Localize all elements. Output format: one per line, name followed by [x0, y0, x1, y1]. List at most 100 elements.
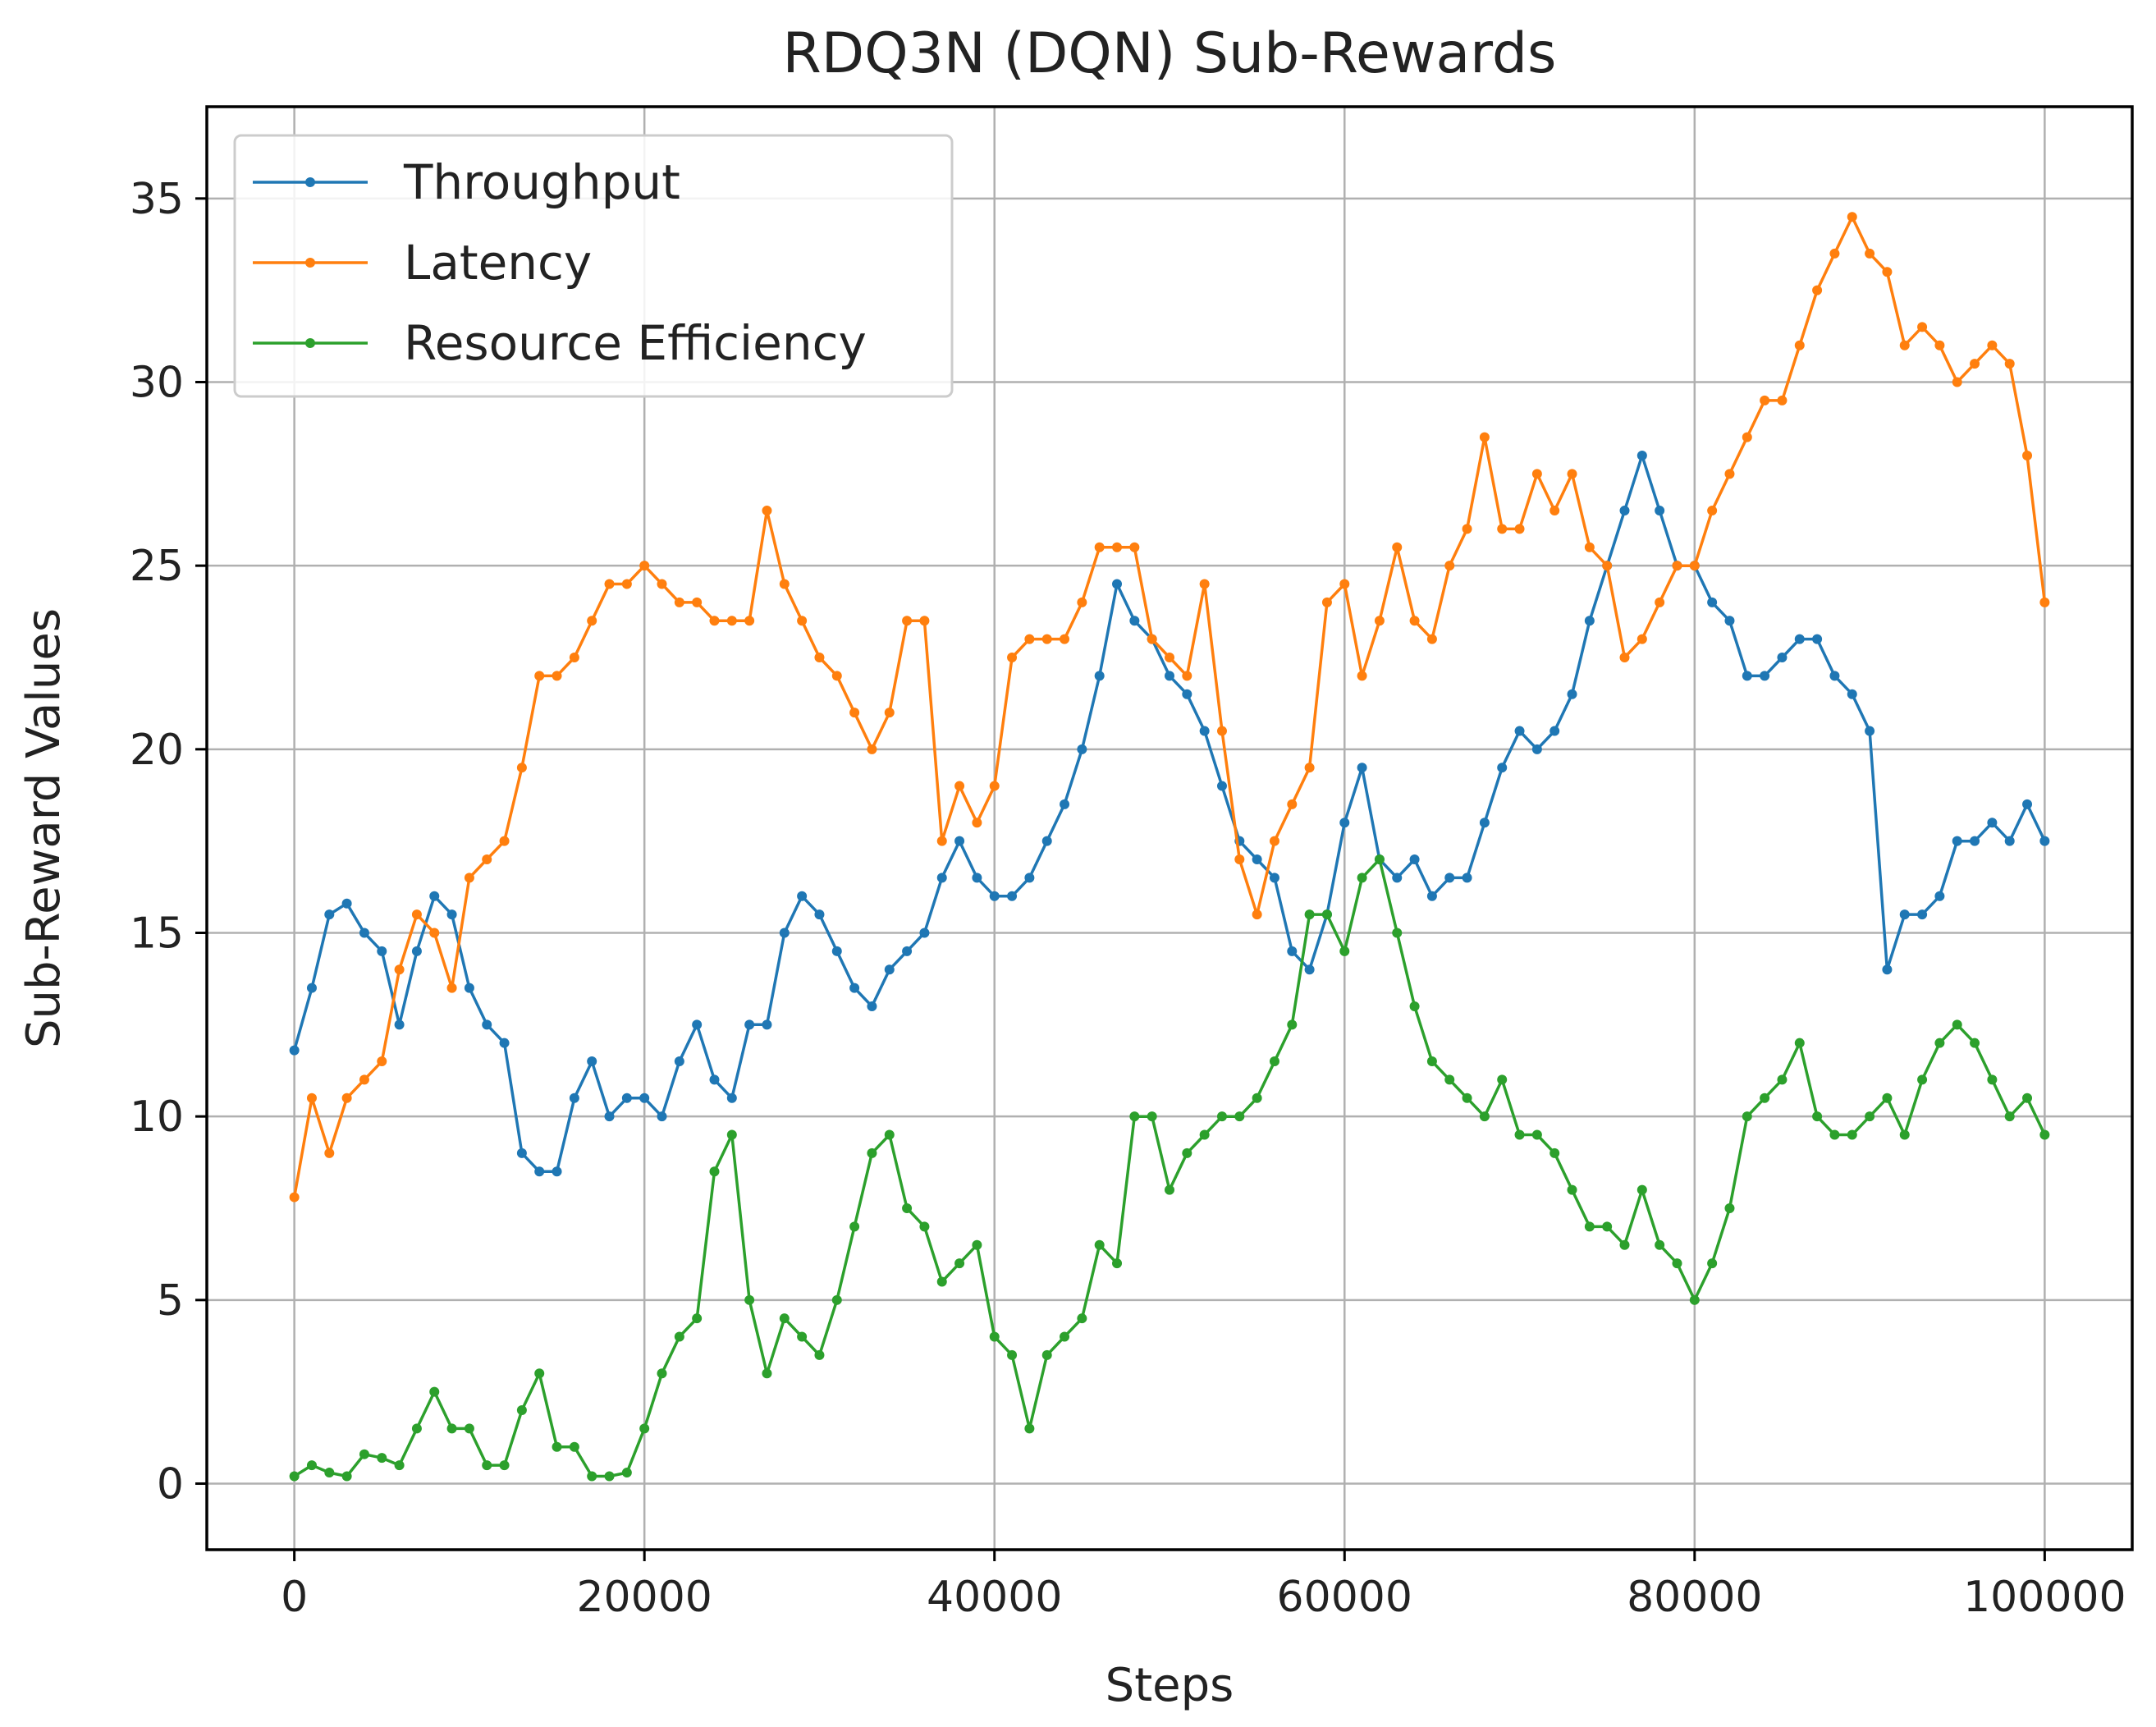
- data-point: [1899, 909, 1910, 920]
- data-point: [1636, 634, 1647, 644]
- data-point: [1479, 818, 1490, 828]
- data-point: [1829, 671, 1840, 681]
- data-point: [1760, 395, 1770, 405]
- legend-item: Throughput: [253, 154, 680, 210]
- legend-swatch-marker: [305, 177, 315, 187]
- data-point: [1865, 248, 1875, 259]
- data-point: [1742, 1111, 1752, 1122]
- data-point: [377, 946, 387, 956]
- data-point: [377, 1453, 387, 1464]
- data-point: [429, 928, 440, 938]
- data-point: [1392, 542, 1403, 552]
- data-point: [1636, 1184, 1647, 1195]
- data-point: [394, 1019, 405, 1030]
- data-point: [1007, 1349, 1018, 1360]
- data-point: [534, 1166, 545, 1177]
- data-point: [1304, 964, 1315, 975]
- data-point: [1165, 1184, 1174, 1195]
- data-point: [499, 836, 510, 846]
- data-point: [972, 873, 982, 883]
- x-tick-label: 100000: [1963, 1573, 2126, 1622]
- y-tick-label: 35: [130, 175, 184, 224]
- data-point: [989, 891, 1000, 901]
- data-point: [306, 1460, 317, 1471]
- data-point: [1182, 671, 1192, 681]
- data-point: [1392, 928, 1403, 938]
- data-point: [884, 708, 895, 718]
- data-point: [1777, 1074, 1788, 1085]
- data-point: [1357, 671, 1367, 681]
- data-point: [1287, 1019, 1298, 1030]
- data-point: [621, 1468, 632, 1478]
- data-point: [1129, 542, 1140, 552]
- data-point: [1112, 542, 1123, 552]
- data-point: [289, 1471, 300, 1482]
- data-point: [1426, 891, 1437, 901]
- data-point: [1409, 1001, 1420, 1011]
- data-point: [1269, 873, 1279, 883]
- y-tick-label: 30: [130, 358, 184, 407]
- data-point: [744, 616, 755, 626]
- data-point: [1812, 634, 1823, 644]
- legend: Throughput Latency Resource Efficiency: [233, 134, 954, 398]
- data-point: [1234, 1111, 1245, 1122]
- data-point: [1602, 561, 1613, 571]
- data-point: [902, 1202, 913, 1213]
- data-point: [289, 1045, 300, 1056]
- data-point: [1934, 340, 1945, 350]
- x-tick-label: 0: [281, 1573, 308, 1622]
- series-latency: [289, 212, 2050, 1202]
- data-point: [849, 708, 860, 718]
- legend-box: [233, 134, 954, 398]
- data-point: [1584, 542, 1595, 552]
- data-point: [1287, 799, 1298, 809]
- data-point: [1426, 1056, 1437, 1067]
- data-point: [1199, 579, 1210, 589]
- data-point: [1952, 1019, 1962, 1030]
- data-point: [692, 597, 703, 607]
- data-point: [446, 909, 457, 920]
- data-point: [1339, 818, 1350, 828]
- data-point: [1655, 597, 1665, 607]
- data-point: [587, 1056, 597, 1067]
- legend-item: Latency: [253, 235, 592, 291]
- data-point: [411, 946, 422, 956]
- data-point: [779, 928, 790, 938]
- data-point: [762, 1019, 772, 1030]
- data-point: [621, 579, 632, 589]
- data-point: [1567, 1184, 1577, 1195]
- data-point: [639, 1093, 650, 1103]
- data-point: [1462, 524, 1472, 534]
- grid-lines: [207, 107, 2132, 1550]
- data-point: [1987, 1074, 1998, 1085]
- x-tick-label: 60000: [1277, 1573, 1412, 1622]
- data-point: [324, 1148, 335, 1158]
- data-point: [674, 1056, 684, 1067]
- data-point: [1917, 322, 1928, 332]
- y-tick-label: 20: [130, 726, 184, 775]
- data-point: [1760, 671, 1770, 681]
- data-point: [1934, 1038, 1945, 1048]
- data-point: [1199, 726, 1210, 736]
- data-point: [814, 1349, 825, 1360]
- data-point: [1182, 689, 1192, 699]
- data-point: [429, 891, 440, 901]
- data-point: [1655, 1239, 1665, 1250]
- data-point: [359, 928, 369, 938]
- data-point: [1567, 469, 1577, 479]
- data-point: [639, 561, 650, 571]
- data-point: [1829, 1129, 1840, 1140]
- y-tick-label: 5: [157, 1276, 184, 1326]
- data-point: [657, 1368, 667, 1379]
- data-point: [1794, 634, 1805, 644]
- data-point: [1655, 506, 1665, 516]
- data-point: [919, 616, 930, 626]
- data-point: [1707, 1258, 1718, 1269]
- data-point: [1970, 836, 1980, 846]
- legend-swatch-marker: [305, 258, 315, 268]
- x-tick-label: 40000: [927, 1573, 1062, 1622]
- data-point: [989, 1331, 1000, 1342]
- data-point: [1514, 524, 1525, 534]
- data-point: [1882, 1093, 1893, 1103]
- data-point: [972, 1239, 982, 1250]
